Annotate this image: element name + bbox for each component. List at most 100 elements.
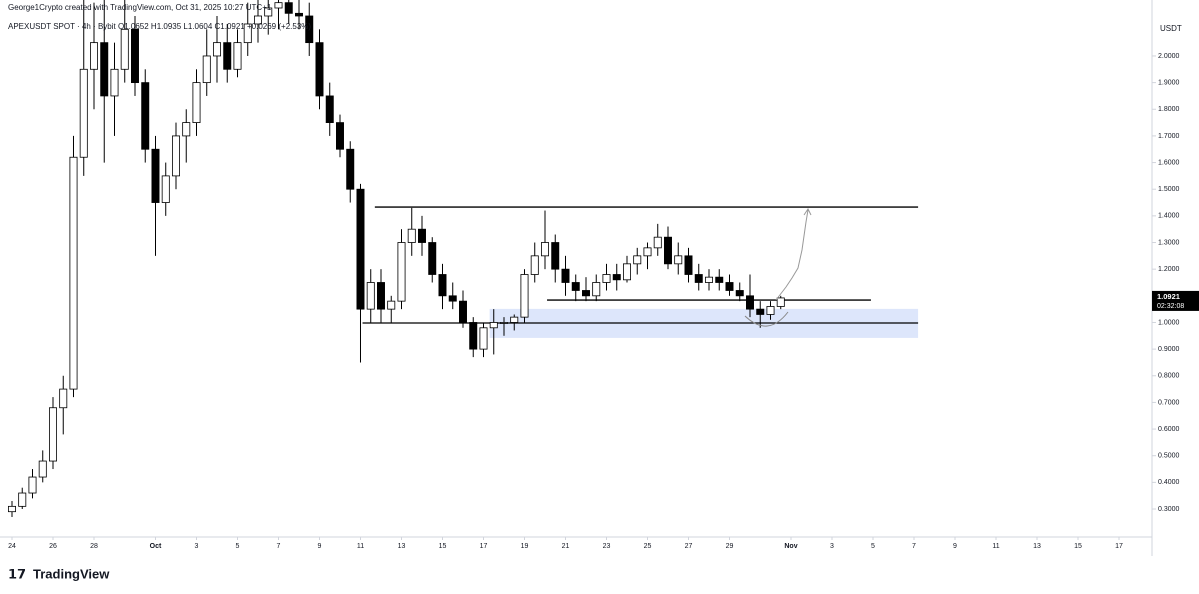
candle-body <box>469 322 478 350</box>
x-tick-label: 9 <box>318 543 322 550</box>
x-tick-label: 19 <box>521 543 529 550</box>
x-tick-label: 15 <box>439 543 447 550</box>
candle-body <box>489 322 498 329</box>
x-tick-label: 13 <box>398 543 406 550</box>
candle-body <box>182 122 191 137</box>
countdown: 02:32:08 <box>1157 303 1184 310</box>
candle-body <box>233 42 242 70</box>
candle-body <box>561 268 570 283</box>
candle-body <box>100 42 109 97</box>
candle-body <box>387 300 396 310</box>
candle-body <box>131 28 139 84</box>
candle-body <box>243 23 252 44</box>
candle-body <box>756 308 765 315</box>
axis-unit: USDT <box>1160 24 1182 33</box>
candle-body <box>284 2 293 14</box>
y-tick-label: 1.3000 <box>1158 239 1180 246</box>
x-tick-label: 27 <box>685 543 693 550</box>
x-tick-label: 7 <box>912 543 916 550</box>
x-tick-label: 25 <box>644 543 652 550</box>
candle-body <box>612 274 621 281</box>
candle-body <box>592 282 601 297</box>
candle-body <box>735 290 744 297</box>
candle-body <box>664 236 672 265</box>
logo-text: TradingView <box>33 566 110 581</box>
x-tick-label: 11 <box>992 543 999 550</box>
y-tick-label: 1.2000 <box>1158 266 1180 273</box>
candle-body <box>295 12 303 17</box>
candle-body <box>520 274 529 318</box>
candle-body <box>213 42 221 57</box>
candle-body <box>643 247 652 257</box>
candle-body <box>366 282 375 310</box>
candle-body <box>90 42 98 70</box>
candle-body <box>38 460 47 478</box>
y-tick-label: 0.6000 <box>1158 426 1180 433</box>
candle-body <box>571 282 580 291</box>
candle-body <box>766 306 775 315</box>
candle-body <box>336 122 344 150</box>
candle-body <box>674 255 683 265</box>
y-tick-label: 0.5000 <box>1158 453 1180 460</box>
x-tick-label: 17 <box>1115 543 1123 550</box>
x-tick-label: 3 <box>830 543 834 550</box>
x-tick-label: 23 <box>603 543 611 550</box>
y-tick-label: 1.8000 <box>1158 106 1180 113</box>
y-tick-label: 1.9000 <box>1158 79 1180 86</box>
x-tick-label: 15 <box>1074 543 1082 550</box>
candle-body <box>633 255 642 265</box>
candle-body <box>325 95 334 123</box>
candle-body <box>705 276 713 283</box>
x-tick-label: Oct <box>150 543 162 550</box>
x-tick-label: 13 <box>1033 543 1041 550</box>
candle-body <box>59 388 68 409</box>
candle-body <box>602 274 611 283</box>
y-tick-label: 0.9000 <box>1158 346 1180 353</box>
candle-body <box>79 68 88 158</box>
candle-body <box>582 290 590 297</box>
candle-body <box>356 188 365 310</box>
x-tick-label: 26 <box>49 543 57 550</box>
candle-body <box>305 15 314 44</box>
candle-body <box>530 255 539 275</box>
y-tick-label: 2.0000 <box>1158 53 1180 60</box>
candle-body <box>397 242 406 302</box>
x-tick-label: 9 <box>953 543 957 550</box>
candle-body <box>448 295 457 302</box>
candle-body <box>746 295 754 310</box>
candle-body <box>28 476 37 494</box>
y-tick-label: 1.0000 <box>1158 319 1180 326</box>
candle-body <box>438 274 447 297</box>
candle-body <box>684 255 693 275</box>
candle-body <box>541 242 549 257</box>
candle-body <box>8 505 16 513</box>
plot-area <box>8 0 919 518</box>
candle-body <box>479 327 488 350</box>
projection-arrow <box>775 208 812 301</box>
candle-body <box>428 242 437 275</box>
candle-body <box>725 282 734 291</box>
candle-body <box>459 300 467 323</box>
candle-body <box>623 263 631 281</box>
candle-body <box>192 82 201 123</box>
candle-body <box>69 156 78 390</box>
candle-body <box>49 407 57 462</box>
y-tick-label: 1.5000 <box>1158 186 1180 193</box>
candle-body <box>315 42 324 97</box>
candle-body <box>500 322 508 324</box>
x-tick-label: 3 <box>195 543 199 550</box>
y-tick-label: 0.8000 <box>1158 373 1180 380</box>
candle-body <box>202 55 211 84</box>
candle-body <box>110 68 119 97</box>
candle-body <box>120 28 129 70</box>
candle-body <box>141 82 150 150</box>
x-tick-label: Nov <box>784 543 797 550</box>
y-tick-label: 0.7000 <box>1158 399 1180 406</box>
candle-body <box>653 236 662 249</box>
y-tick-label: 0.3000 <box>1158 506 1180 513</box>
candle-body <box>715 276 724 283</box>
candle-body <box>254 15 262 25</box>
last-price-label: 1.0921 <box>1157 292 1180 301</box>
